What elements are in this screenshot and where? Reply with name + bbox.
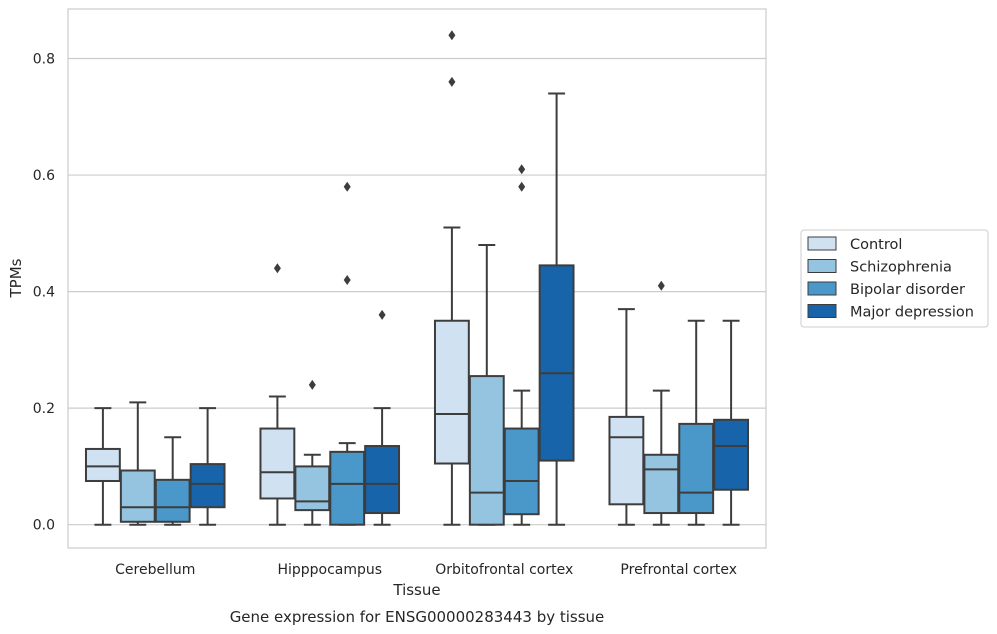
y-tick-label: 0.8 bbox=[33, 52, 55, 68]
outlier-point bbox=[518, 181, 526, 192]
outlier-point bbox=[343, 181, 351, 192]
outlier-point bbox=[273, 263, 281, 274]
y-tick-label: 0.4 bbox=[33, 285, 55, 301]
y-tick-labels: 0.0 0.2 0.4 0.6 0.8 bbox=[33, 52, 55, 534]
box-body bbox=[259, 427, 296, 500]
box-body bbox=[433, 319, 470, 465]
outlier-point bbox=[343, 274, 351, 285]
box-body bbox=[329, 450, 366, 526]
legend-swatch bbox=[807, 281, 837, 296]
x-tick-label: Orbitofrontal cortex bbox=[435, 562, 573, 578]
box-schizophrenia bbox=[643, 280, 680, 526]
box-control bbox=[608, 308, 645, 526]
legend-item: Schizophrenia bbox=[807, 259, 952, 276]
y-axis-title: TPMs bbox=[7, 258, 25, 298]
outlier-point bbox=[518, 164, 526, 175]
box-body bbox=[84, 447, 121, 482]
gridlines bbox=[68, 57, 766, 526]
x-tick-labels: Cerebellum Hipppocampus Orbitofrontal cort… bbox=[115, 562, 737, 578]
box-major-depression bbox=[189, 407, 226, 526]
box-body bbox=[294, 465, 331, 512]
legend-item: Bipolar disorder bbox=[807, 281, 965, 298]
outlier-point bbox=[378, 309, 386, 320]
box-schizophrenia bbox=[468, 243, 505, 526]
box-body bbox=[713, 418, 750, 491]
legend-label: Major depression bbox=[850, 305, 974, 321]
box-bipolar-disorder bbox=[329, 181, 366, 526]
box-body bbox=[468, 375, 505, 526]
legend-swatch bbox=[807, 259, 837, 273]
legend: Control Schizophrenia Bipolar disorder Majo… bbox=[800, 229, 989, 328]
box-bipolar-disorder bbox=[678, 319, 715, 526]
plot-frame bbox=[67, 8, 767, 549]
box-body bbox=[608, 415, 645, 506]
figure-caption: Gene expression for ENSG00000283443 by t… bbox=[230, 608, 605, 626]
box-major-depression bbox=[364, 309, 401, 526]
x-tick-label: Cerebellum bbox=[115, 562, 195, 578]
box-body bbox=[364, 445, 401, 515]
legend-item: Control bbox=[807, 236, 902, 253]
box-control bbox=[84, 407, 121, 526]
legend-label: Schizophrenia bbox=[850, 260, 952, 276]
legend-label: Bipolar disorder bbox=[850, 282, 965, 298]
box-body bbox=[643, 453, 680, 515]
box-body bbox=[154, 478, 191, 523]
legend-label: Control bbox=[850, 237, 902, 253]
x-axis-title: Tissue bbox=[392, 581, 440, 599]
box-major-depression bbox=[713, 319, 750, 526]
box-body bbox=[678, 422, 715, 515]
y-tick-label: 0.0 bbox=[33, 518, 55, 534]
boxes bbox=[84, 30, 750, 526]
box-major-depression bbox=[538, 92, 575, 526]
legend-swatch bbox=[807, 236, 837, 251]
legend-swatch bbox=[807, 304, 837, 318]
box-control bbox=[433, 30, 470, 526]
box-body bbox=[189, 463, 226, 509]
box-control bbox=[259, 263, 296, 526]
x-tick-label: Prefrontal cortex bbox=[620, 562, 737, 578]
outlier-point bbox=[657, 280, 665, 291]
box-body bbox=[119, 469, 156, 523]
outlier-point bbox=[308, 379, 316, 390]
legend-item: Major depression bbox=[807, 304, 974, 321]
box-schizophrenia bbox=[294, 379, 331, 526]
box-bipolar-disorder bbox=[503, 164, 540, 526]
x-tick-label: Hipppocampus bbox=[277, 562, 382, 578]
outlier-point bbox=[448, 30, 456, 41]
y-tick-label: 0.6 bbox=[33, 168, 55, 184]
box-body bbox=[503, 427, 540, 516]
y-tick-label: 0.2 bbox=[33, 401, 55, 417]
box-bipolar-disorder bbox=[154, 436, 191, 526]
box-body bbox=[538, 264, 575, 462]
legend-frame bbox=[800, 229, 989, 328]
box-schizophrenia bbox=[119, 401, 156, 526]
outlier-point bbox=[448, 76, 456, 87]
